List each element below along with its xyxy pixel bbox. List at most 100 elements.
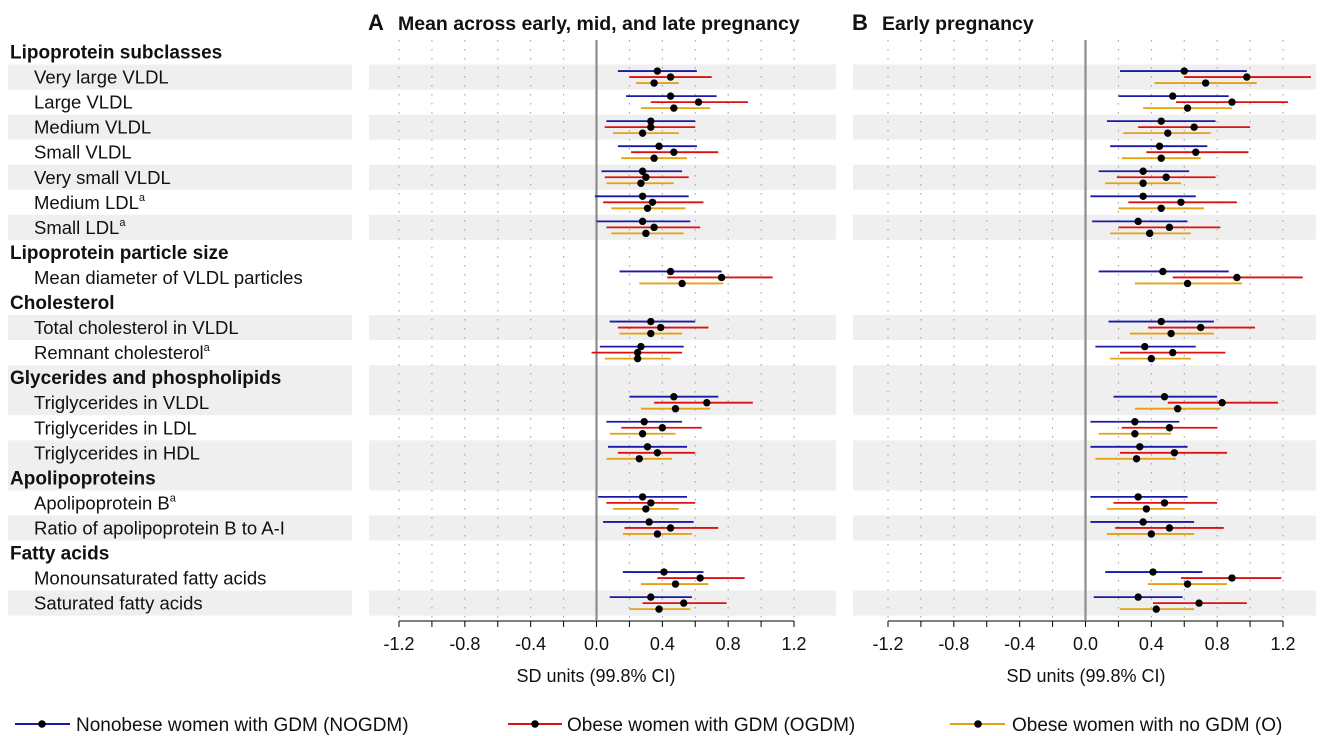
- point-estimate-a-ogdm-large-vldl: [694, 98, 703, 106]
- footnote-marker: a: [119, 217, 126, 229]
- point-estimate-b-nogdm-saturated-fatty-acids: [1134, 593, 1142, 601]
- gridlines: [398, 40, 1284, 620]
- row-band-label: [8, 214, 352, 240]
- point-estimate-a-ogdm-remnant-cholesterol: [633, 348, 642, 357]
- point-estimate-b-ogdm-medium-ldl: [1177, 198, 1185, 206]
- panel-b-tick-label: 0.8: [1205, 634, 1230, 654]
- point-estimate-b-o-triglycerides-in-vldl: [1173, 405, 1182, 413]
- point-estimate-a-ogdm-small-vldl: [670, 148, 678, 156]
- point-estimate-b-o-medium-vldl: [1164, 129, 1172, 137]
- row-band-label: [8, 315, 352, 341]
- point-estimate-b-ogdm-very-small-vldl: [1162, 173, 1170, 181]
- point-estimate-a-nogdm-saturated-fatty-acids: [647, 593, 655, 601]
- point-estimate-b-nogdm-small-vldl: [1155, 142, 1164, 150]
- row-bands: [8, 64, 1316, 616]
- row-label-small-ldl: Small LDLa: [34, 217, 126, 238]
- row-band-label: [8, 390, 352, 416]
- point-estimate-b-o-mean-diameter-of-vldl-particles: [1183, 279, 1192, 288]
- point-estimate-b-o-ratio-of-apolipoprotein-b-to-a-i: [1147, 530, 1156, 538]
- point-estimate-a-ogdm-triglycerides-in-vldl: [703, 399, 711, 407]
- point-estimate-a-ogdm-very-small-vldl: [642, 173, 650, 181]
- group-label-glycerides-and-phospholipids: Glycerides and phospholipids: [10, 368, 281, 389]
- point-estimate-a-nogdm-apolipoprotein-b: [638, 493, 647, 501]
- row-band-label: [8, 515, 352, 541]
- row-band-panel-a: [369, 114, 836, 140]
- row-band-panel-a: [369, 365, 836, 391]
- point-estimate-a-nogdm-medium-vldl: [647, 117, 655, 125]
- point-estimate-b-o-saturated-fatty-acids: [1152, 605, 1160, 613]
- point-estimate-b-nogdm-small-ldl: [1134, 217, 1142, 226]
- group-label-apolipoproteins: Apolipoproteins: [10, 468, 156, 489]
- point-estimate-a-o-saturated-fatty-acids: [655, 605, 663, 613]
- point-estimate-b-o-very-large-vldl: [1201, 79, 1210, 87]
- point-estimate-a-o-apolipoprotein-b: [642, 505, 650, 513]
- legend-item-ogdm: Obese women with GDM (OGDM): [508, 715, 855, 736]
- row-band-panel-a: [369, 64, 836, 90]
- point-estimate-b-ogdm-remnant-cholesterol: [1169, 348, 1177, 357]
- point-estimate-b-ogdm-saturated-fatty-acids: [1195, 599, 1203, 607]
- panel-b-tick-label: 0.0: [1073, 634, 1098, 654]
- point-estimate-b-nogdm-triglycerides-in-ldl: [1131, 418, 1139, 426]
- point-estimate-a-ogdm-apolipoprotein-b: [647, 499, 655, 507]
- row-band-label: [8, 590, 352, 616]
- point-estimate-b-ogdm-medium-vldl: [1190, 123, 1198, 131]
- x-axes: -1.2 -0.8 -0.4 0.0 0.4 0.8 1.2 -1.2 -0.8 -0.4 0.0 0…: [383, 620, 1296, 654]
- group-label-lipoprotein-subclasses: Lipoprotein subclasses: [10, 43, 222, 64]
- legend-item-nogdm: Nonobese women with GDM (NOGDM): [15, 715, 409, 736]
- point-estimate-b-ogdm-triglycerides-in-vldl: [1218, 399, 1226, 407]
- point-estimate-a-nogdm-triglycerides-in-hdl: [643, 443, 652, 451]
- panel-b-tick-label: -0.4: [1004, 634, 1035, 654]
- point-estimate-b-ogdm-triglycerides-in-hdl: [1170, 449, 1179, 457]
- point-estimate-a-ogdm-triglycerides-in-hdl: [653, 449, 662, 457]
- point-estimate-a-ogdm-medium-vldl: [647, 123, 655, 131]
- row-band-label: [8, 440, 352, 466]
- point-estimate-a-o-triglycerides-in-hdl: [635, 455, 643, 463]
- point-estimate-b-o-total-cholesterol-in-vldl: [1167, 329, 1175, 338]
- row-band-panel-a: [369, 214, 836, 240]
- point-estimate-b-nogdm-mean-diameter-of-vldl-particles: [1159, 267, 1167, 276]
- panel-b-tick-label: 0.4: [1139, 634, 1164, 654]
- row-label-ratio-of-apolipoprotein-b-to-a-i: Ratio of apolipoprotein B to A-I: [34, 517, 285, 538]
- panel-a-title: Mean across early, mid, and late pregnan…: [398, 13, 800, 35]
- point-estimate-b-nogdm-triglycerides-in-vldl: [1160, 393, 1169, 401]
- point-estimate-b-nogdm-medium-ldl: [1139, 192, 1147, 200]
- row-label-triglycerides-in-vldl: Triglycerides in VLDL: [34, 392, 209, 413]
- group-label-cholesterol: Cholesterol: [10, 293, 115, 314]
- point-estimate-b-o-triglycerides-in-ldl: [1131, 430, 1139, 438]
- point-estimate-b-nogdm-medium-vldl: [1157, 117, 1165, 125]
- group-label-lipoprotein-particle-size: Lipoprotein particle size: [10, 243, 229, 264]
- point-estimate-a-o-total-cholesterol-in-vldl: [647, 329, 655, 338]
- row-label-medium-ldl: Medium LDLa: [34, 192, 146, 213]
- legend-label-ogdm: Obese women with GDM (OGDM): [567, 715, 855, 736]
- point-estimate-a-o-monounsaturated-fatty-acids: [671, 580, 680, 588]
- point-estimate-a-o-very-small-vldl: [637, 179, 645, 187]
- point-estimate-a-ogdm-mean-diameter-of-vldl-particles: [717, 273, 726, 282]
- point-estimate-a-o-medium-ldl: [643, 204, 652, 212]
- panel-b-tick-label: 1.2: [1270, 634, 1295, 654]
- footnote-marker: a: [170, 492, 177, 504]
- row-band-panel-a: [369, 515, 836, 541]
- row-band-panel-a: [369, 164, 836, 190]
- point-estimate-a-o-triglycerides-in-ldl: [638, 430, 647, 438]
- point-estimate-b-ogdm-ratio-of-apolipoprotein-b-to-a-i: [1165, 524, 1174, 532]
- panel-a-letter: A: [368, 10, 384, 35]
- group-label-fatty-acids: Fatty acids: [10, 544, 109, 565]
- point-estimate-b-ogdm-large-vldl: [1228, 98, 1236, 106]
- legend-label-nogdm: Nonobese women with GDM (NOGDM): [76, 715, 409, 736]
- legend-label-o: Obese women with no GDM (O): [1012, 715, 1282, 736]
- panel-b-tick-label: -1.2: [872, 634, 903, 654]
- point-estimate-a-o-mean-diameter-of-vldl-particles: [678, 279, 686, 288]
- point-estimate-b-nogdm-very-small-vldl: [1139, 167, 1147, 175]
- point-estimate-b-o-apolipoprotein-b: [1142, 505, 1151, 513]
- panel-a-tick-label: 0.0: [584, 634, 609, 654]
- point-estimate-a-o-large-vldl: [670, 104, 678, 112]
- panel-a-tick-label: 1.2: [781, 634, 806, 654]
- point-estimate-b-ogdm-very-large-vldl: [1243, 73, 1251, 81]
- panel-b-letter: B: [852, 10, 868, 35]
- point-estimate-b-ogdm-small-vldl: [1192, 148, 1200, 156]
- data-marks: [591, 67, 1311, 613]
- row-band-panel-a: [369, 590, 836, 616]
- legend-item-o: Obese women with no GDM (O): [950, 715, 1282, 736]
- point-estimate-b-nogdm-apolipoprotein-b: [1134, 493, 1142, 501]
